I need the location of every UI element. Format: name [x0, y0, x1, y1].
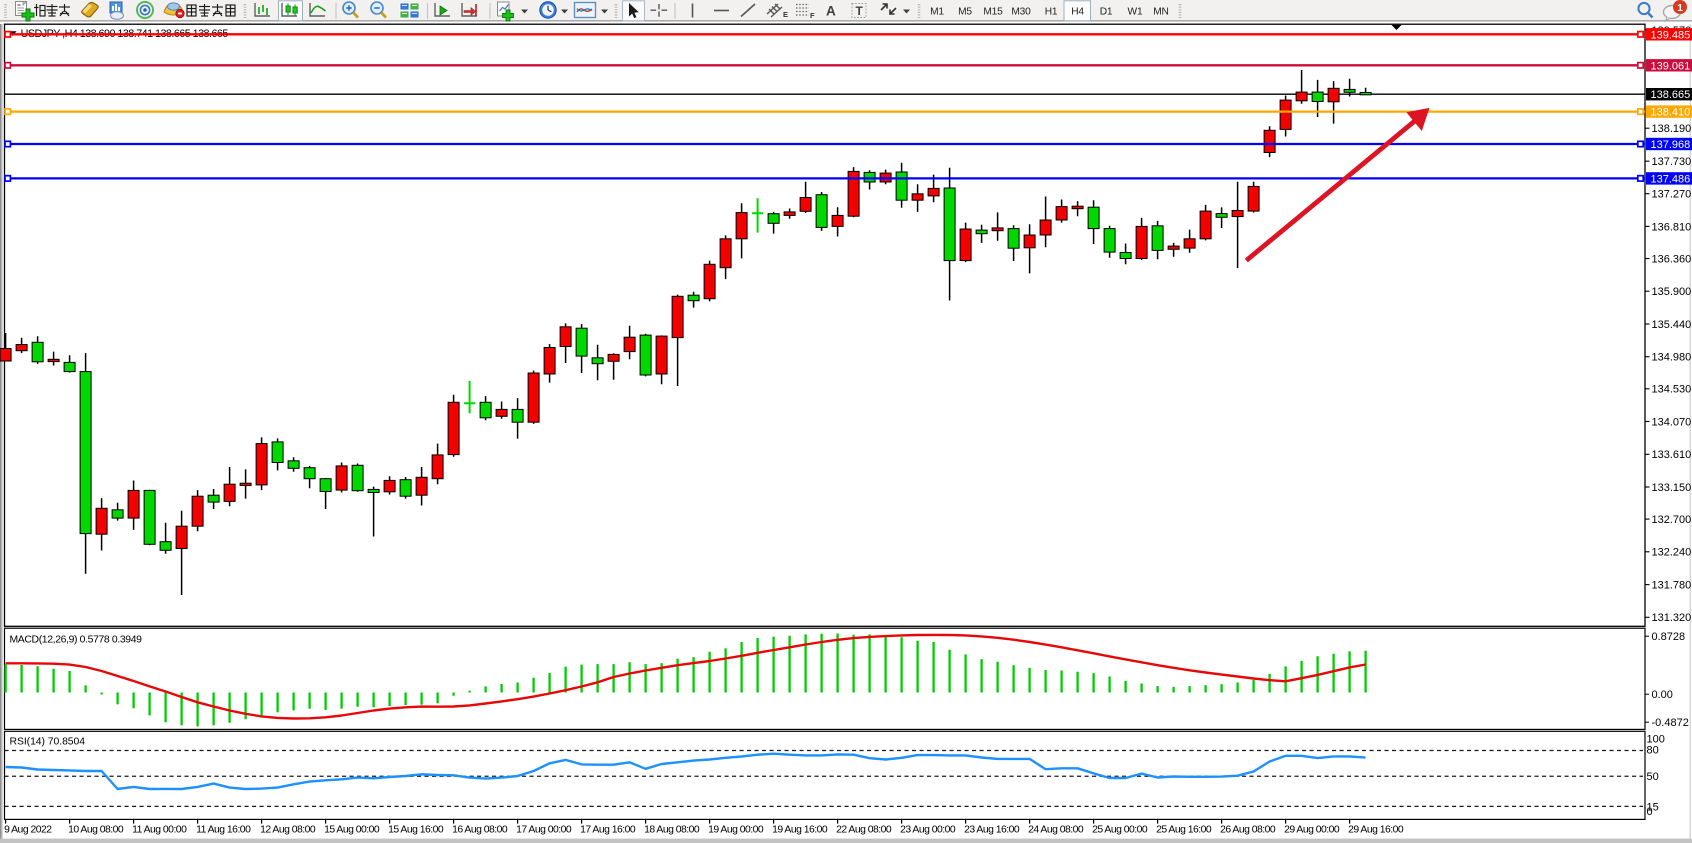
svg-text:23 Aug 00:00: 23 Aug 00:00	[900, 825, 956, 836]
svg-text:135.900: 135.900	[1652, 286, 1692, 298]
svg-text:M5: M5	[958, 7, 972, 18]
svg-text:131.780: 131.780	[1652, 580, 1692, 592]
svg-text:137.730: 137.730	[1652, 156, 1692, 168]
svg-text:W1: W1	[1128, 7, 1143, 18]
svg-text:134.980: 134.980	[1652, 352, 1692, 364]
svg-text:0.00: 0.00	[1652, 689, 1673, 701]
svg-text:50: 50	[1647, 771, 1659, 783]
svg-text:12 Aug 08:00: 12 Aug 08:00	[260, 825, 316, 836]
svg-text:134.530: 134.530	[1652, 384, 1692, 396]
svg-text:M1: M1	[930, 7, 944, 18]
svg-text:0.8728: 0.8728	[1652, 631, 1686, 643]
svg-text:138.665: 138.665	[1651, 89, 1691, 101]
svg-text:H4: H4	[1071, 7, 1084, 18]
svg-text:19 Aug 16:00: 19 Aug 16:00	[772, 825, 828, 836]
svg-text:16 Aug 08:00: 16 Aug 08:00	[452, 825, 508, 836]
svg-text:137.968: 137.968	[1651, 139, 1691, 151]
svg-text:136.360: 136.360	[1652, 253, 1692, 265]
svg-text:137.270: 137.270	[1652, 189, 1692, 201]
svg-text:15: 15	[1647, 801, 1659, 813]
svg-text:15 Aug 16:00: 15 Aug 16:00	[388, 825, 444, 836]
svg-text:T: T	[856, 4, 864, 18]
svg-text:132.700: 132.700	[1652, 514, 1692, 526]
svg-text:29 Aug 16:00: 29 Aug 16:00	[1348, 825, 1404, 836]
svg-text:18 Aug 08:00: 18 Aug 08:00	[644, 825, 700, 836]
svg-text:A: A	[826, 4, 836, 19]
svg-text:19 Aug 00:00: 19 Aug 00:00	[708, 825, 764, 836]
svg-text:80: 80	[1647, 744, 1659, 756]
svg-text:25 Aug 16:00: 25 Aug 16:00	[1156, 825, 1212, 836]
svg-text:11 Aug 00:00: 11 Aug 00:00	[132, 825, 187, 836]
svg-text:135.440: 135.440	[1652, 319, 1692, 331]
svg-text:M30: M30	[1011, 7, 1031, 18]
svg-text:17 Aug 00:00: 17 Aug 00:00	[516, 825, 572, 836]
svg-text:22 Aug 08:00: 22 Aug 08:00	[836, 825, 892, 836]
svg-text:M15: M15	[983, 7, 1003, 18]
svg-text:131.320: 131.320	[1652, 612, 1692, 624]
svg-text:10 Aug 08:00: 10 Aug 08:00	[68, 825, 124, 836]
svg-text:-0.4872: -0.4872	[1652, 717, 1689, 729]
svg-text:139.485: 139.485	[1651, 29, 1691, 41]
svg-text:RSI(14) 70.8504: RSI(14) 70.8504	[10, 737, 86, 748]
svg-text:133.610: 133.610	[1652, 449, 1692, 461]
svg-text:17 Aug 16:00: 17 Aug 16:00	[580, 825, 636, 836]
svg-text:100: 100	[1647, 734, 1665, 746]
svg-text:29 Aug 00:00: 29 Aug 00:00	[1284, 825, 1340, 836]
svg-text:26 Aug 08:00: 26 Aug 08:00	[1220, 825, 1276, 836]
svg-text:24 Aug 08:00: 24 Aug 08:00	[1028, 825, 1084, 836]
svg-text:25 Aug 00:00: 25 Aug 00:00	[1092, 825, 1148, 836]
svg-text:F: F	[810, 11, 815, 20]
svg-text:0: 0	[1647, 806, 1653, 818]
svg-text:1: 1	[1677, 2, 1683, 14]
svg-text:139.061: 139.061	[1651, 60, 1691, 72]
svg-text:D1: D1	[1100, 7, 1113, 18]
svg-text:136.810: 136.810	[1652, 221, 1692, 233]
svg-text:23 Aug 16:00: 23 Aug 16:00	[964, 825, 1020, 836]
svg-text:H1: H1	[1045, 7, 1058, 18]
svg-text:MN: MN	[1153, 7, 1168, 18]
svg-text:134.070: 134.070	[1652, 416, 1692, 428]
svg-text:137.486: 137.486	[1651, 173, 1691, 185]
svg-text:132.240: 132.240	[1652, 547, 1692, 559]
svg-text:E: E	[783, 10, 788, 19]
svg-text:MACD(12,26,9) 0.5778 0.3949: MACD(12,26,9) 0.5778 0.3949	[10, 635, 143, 646]
svg-text:11 Aug 16:00: 11 Aug 16:00	[196, 825, 251, 836]
svg-text:9 Aug 2022: 9 Aug 2022	[4, 825, 52, 836]
svg-text:15 Aug 00:00: 15 Aug 00:00	[324, 825, 380, 836]
svg-text:138.410: 138.410	[1651, 107, 1691, 119]
svg-text:133.150: 133.150	[1652, 482, 1692, 494]
svg-text:138.190: 138.190	[1652, 123, 1692, 135]
